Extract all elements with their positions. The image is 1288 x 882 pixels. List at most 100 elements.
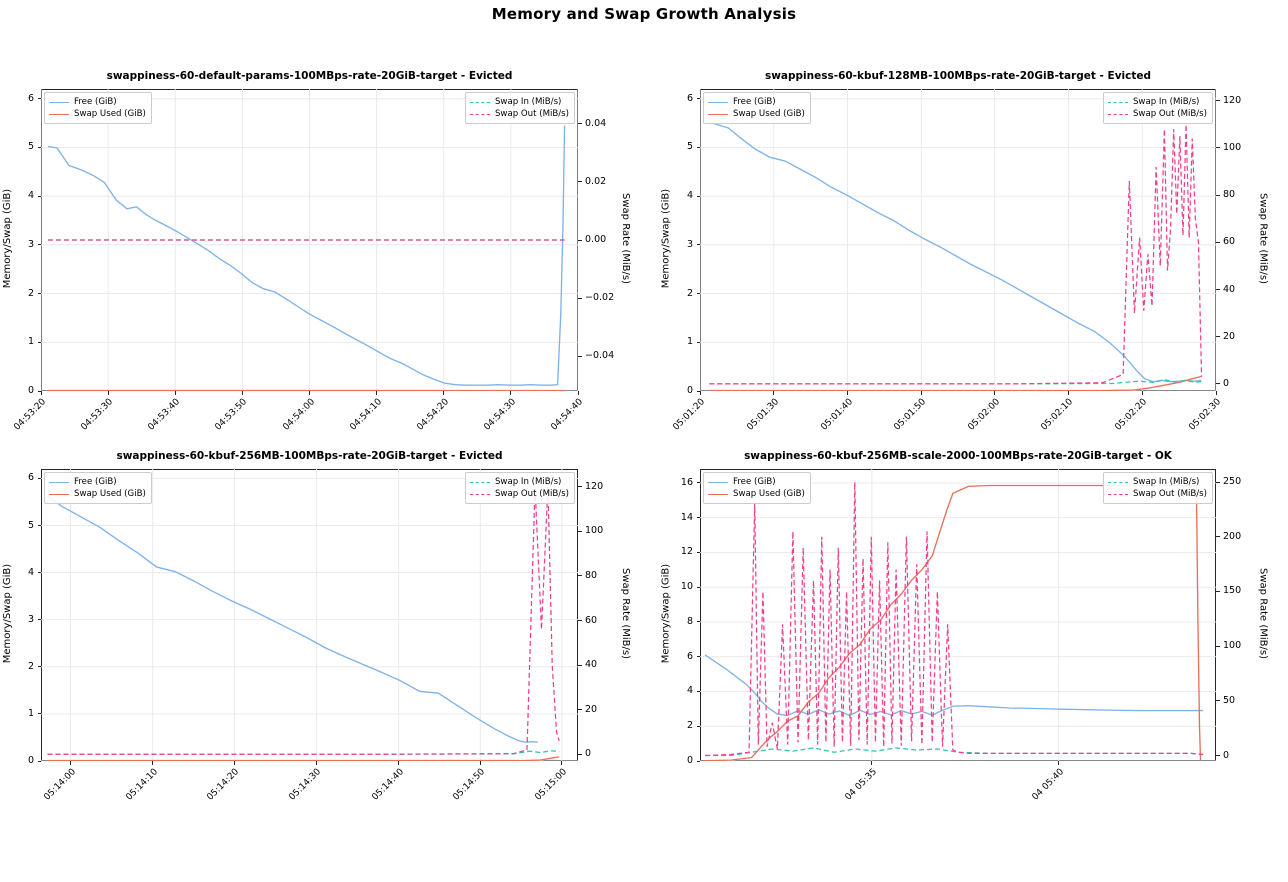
xtick-mark <box>1141 391 1143 395</box>
legend-label: Swap Out (MiB/s) <box>494 109 569 119</box>
legend-swatch <box>708 113 728 115</box>
y2tick-mark <box>578 575 582 577</box>
xtick-mark <box>398 761 400 765</box>
ytick-label: 4 <box>686 685 693 697</box>
y2tick-label: 150 <box>1223 585 1242 597</box>
xtick-label: 05:02:00 <box>966 397 1002 433</box>
xtick-label: 05:14:00 <box>41 767 78 803</box>
ytick-mark <box>37 341 41 343</box>
y2tick-mark <box>1216 536 1220 538</box>
legend-label: Free (GiB) <box>733 477 776 487</box>
legend-swatch <box>49 113 69 115</box>
ytick-mark <box>37 666 41 668</box>
xtick-label: 05:14:10 <box>124 767 160 803</box>
ytick-mark <box>696 621 700 623</box>
legend-swatch <box>469 101 490 103</box>
ytick-mark <box>37 390 41 392</box>
xtick-label: 05:14:40 <box>370 767 406 803</box>
panel-bottom-left-legend-right[interactable]: Swap In (MiB/s) Swap Out (MiB/s) <box>464 472 575 504</box>
ytick-label: 0 <box>27 385 34 396</box>
y2tick-mark <box>1216 194 1220 196</box>
series-swap-out-mib-s <box>709 124 1203 385</box>
ytick-mark <box>696 586 700 588</box>
xtick-label: 04:53:30 <box>79 397 116 433</box>
ytick-mark <box>696 690 700 692</box>
ytick-label: 6 <box>686 650 693 662</box>
panel-bottom-left-ylabel: Memory/Swap (GiB) <box>1 563 13 664</box>
ytick-label: 8 <box>686 615 693 627</box>
xtick-mark <box>920 391 922 395</box>
ytick-mark <box>696 656 700 658</box>
y2tick-mark <box>578 239 582 241</box>
xtick-mark <box>561 761 563 765</box>
ytick-label: 3 <box>686 238 693 250</box>
y2tick-label: 0 <box>1223 749 1230 761</box>
panel-bottom-right-ylabel: Memory/Swap (GiB) <box>660 563 672 664</box>
ytick-label: 2 <box>27 287 34 299</box>
series-free-gib <box>47 495 538 743</box>
ytick-mark <box>37 760 41 762</box>
panel-bottom-right-legend-right[interactable]: Swap In (MiB/s) Swap Out (MiB/s) <box>1102 472 1213 504</box>
xtick-mark <box>479 761 481 765</box>
y2tick-label: 20 <box>585 703 598 715</box>
ytick-label: 6 <box>27 472 34 484</box>
panel-top-left-legend-right[interactable]: Swap In (MiB/s) Swap Out (MiB/s) <box>464 92 575 124</box>
y2tick-mark <box>578 664 582 666</box>
panel-bottom-left-legend-left[interactable]: Free (GiB) Swap Used (GiB) <box>44 472 152 504</box>
ytick-label: 3 <box>27 613 34 625</box>
y2tick-mark <box>578 123 582 125</box>
panel-top-right-legend-right[interactable]: Swap In (MiB/s) Swap Out (MiB/s) <box>1102 92 1213 124</box>
ytick-mark <box>696 482 700 484</box>
xtick-mark <box>577 391 579 395</box>
panel-top-left-legend-left[interactable]: Free (GiB) Swap Used (GiB) <box>44 92 152 124</box>
ytick-mark <box>37 244 41 246</box>
ytick-label: 14 <box>680 511 693 523</box>
y2tick-label: 60 <box>1223 236 1236 248</box>
panel-top-right-legend-left[interactable]: Free (GiB) Swap Used (GiB) <box>703 92 811 124</box>
panel-bottom-left: swappiness-60-kbuf-256MB-100MBps-rate-20… <box>2 450 631 803</box>
xtick-mark <box>309 391 310 395</box>
series-swap-in-mib-s <box>709 379 1202 385</box>
legend-label: Free (GiB) <box>74 97 117 107</box>
ytick-label: 10 <box>680 581 693 593</box>
ytick-mark <box>696 195 700 197</box>
ytick-label: 6 <box>686 92 693 104</box>
legend-label: Swap In (MiB/s) <box>494 97 562 107</box>
panel-bottom-right-legend-left[interactable]: Free (GiB) Swap Used (GiB) <box>703 472 811 504</box>
xtick-mark <box>699 391 701 395</box>
y2tick-label: −0.04 <box>585 350 615 362</box>
ytick-mark <box>37 619 41 621</box>
y2tick-label: 50 <box>1223 694 1236 706</box>
legend-label: Swap In (MiB/s) <box>1132 97 1200 107</box>
ytick-mark <box>696 146 700 148</box>
y2tick-mark <box>578 486 582 488</box>
legend-swatch <box>1107 113 1128 115</box>
xtick-label: 04 05:40 <box>1030 767 1066 803</box>
ytick-mark <box>37 195 41 197</box>
ytick-mark <box>37 146 41 148</box>
legend-label: Free (GiB) <box>74 477 117 487</box>
legend-label: Free (GiB) <box>733 97 776 107</box>
legend-swatch <box>708 481 728 483</box>
legend-label: Swap Used (GiB) <box>74 489 146 499</box>
ytick-mark <box>696 390 700 392</box>
ytick-mark <box>37 572 41 574</box>
ytick-label: 0 <box>686 755 693 766</box>
panel-top-right: swappiness-60-kbuf-128MB-100MBps-rate-20… <box>661 70 1269 433</box>
ytick-mark <box>696 98 700 100</box>
y2tick-mark <box>1216 336 1220 338</box>
ytick-mark <box>37 293 41 295</box>
y2tick-label: 0.00 <box>585 234 607 245</box>
xtick-label: 05:01:50 <box>892 397 929 433</box>
y2tick-mark <box>1216 289 1220 291</box>
ytick-label: 5 <box>27 141 34 153</box>
y2tick-mark <box>1216 755 1220 757</box>
legend-swatch <box>469 493 490 495</box>
legend-label: Swap Used (GiB) <box>74 109 146 119</box>
ytick-label: 1 <box>686 336 693 348</box>
legend-label: Swap Out (MiB/s) <box>1132 489 1207 499</box>
ytick-mark <box>37 477 41 479</box>
legend-swatch <box>1107 101 1128 103</box>
legend-swatch <box>49 101 69 103</box>
ytick-mark <box>696 293 700 295</box>
